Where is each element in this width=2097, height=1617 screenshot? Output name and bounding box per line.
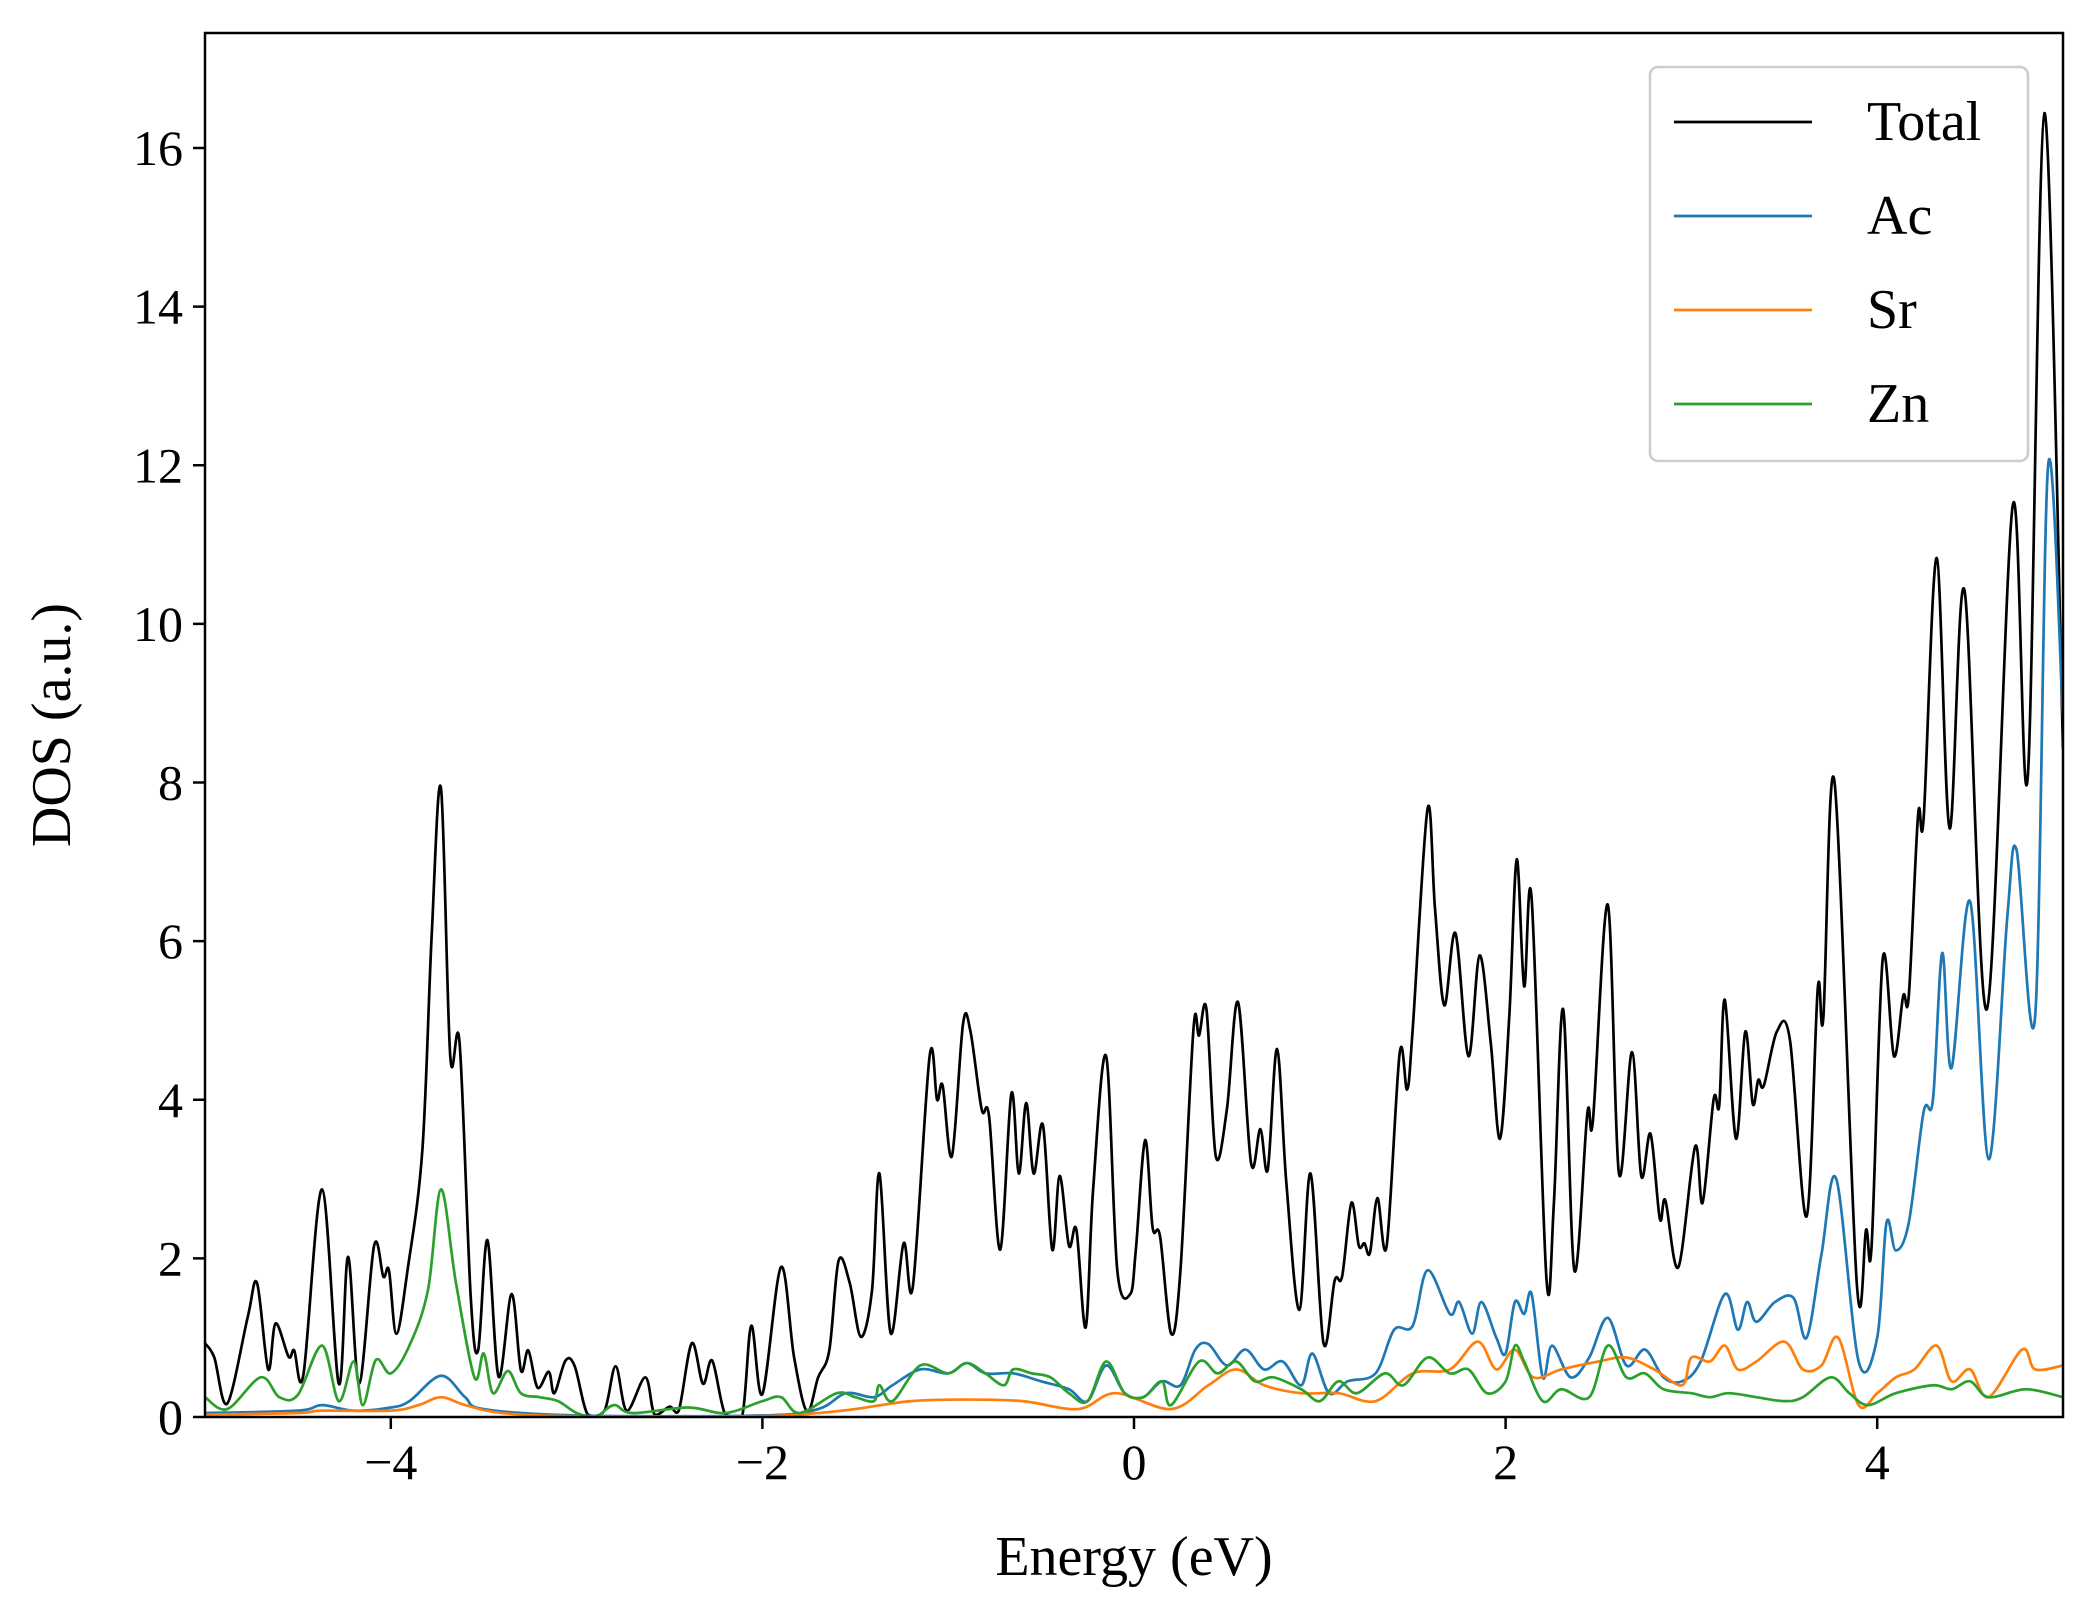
- y-tick-label: 6: [158, 913, 183, 969]
- legend-label-sr: Sr: [1867, 279, 1917, 341]
- x-tick-label: 2: [1493, 1434, 1518, 1490]
- y-tick-label: 2: [158, 1230, 183, 1286]
- y-axis-label: DOS (a.u.): [21, 603, 83, 847]
- x-tick-label: −4: [364, 1434, 417, 1490]
- x-axis-label: Energy (eV): [995, 1526, 1272, 1588]
- y-tick-label: 12: [133, 437, 183, 493]
- legend-box: [1648, 65, 2030, 463]
- x-tick-label: 0: [1122, 1434, 1147, 1490]
- series-line-total: [205, 111, 2063, 1417]
- x-axis: −4 −2 0 2 4: [364, 1417, 1890, 1490]
- y-tick-label: 14: [133, 279, 183, 335]
- legend: Total Ac Sr Zn: [1648, 65, 2030, 463]
- y-tick-label: 0: [158, 1389, 183, 1445]
- y-axis: 0 2 4 6 8 10 12 14 16: [133, 120, 205, 1445]
- x-tick-label: −2: [736, 1434, 789, 1490]
- series-line-zn: [205, 1188, 2063, 1417]
- x-tick-label: 4: [1865, 1434, 1890, 1490]
- y-tick-label: 4: [158, 1072, 183, 1128]
- y-tick-label: 16: [133, 120, 183, 176]
- series-line-sr: [205, 1335, 2063, 1417]
- legend-label-ac: Ac: [1867, 185, 1932, 247]
- legend-label-total: Total: [1867, 91, 1981, 153]
- series-line-ac: [205, 457, 2063, 1417]
- y-tick-label: 10: [133, 596, 183, 652]
- legend-label-zn: Zn: [1867, 373, 1929, 435]
- y-tick-label: 8: [158, 755, 183, 811]
